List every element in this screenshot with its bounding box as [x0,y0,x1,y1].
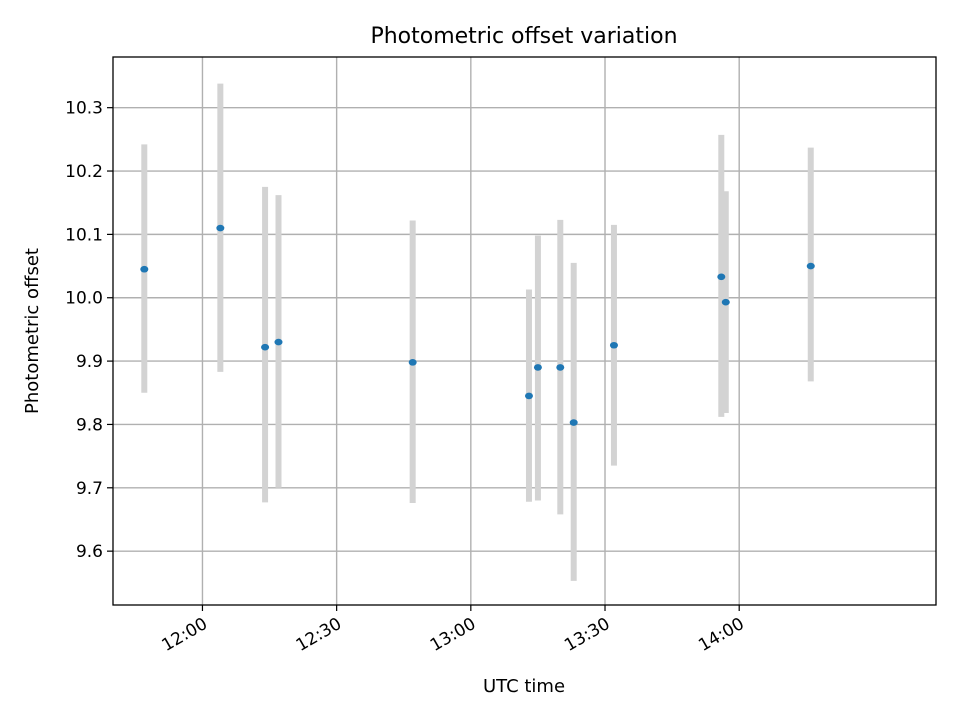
data-point [408,359,417,366]
x-tick-label: 14:00 [695,614,747,656]
x-tick-label: 12:30 [293,614,345,656]
data-point [216,224,225,232]
y-tick-label: 9.7 [76,479,103,499]
x-tick-label: 13:00 [427,614,479,656]
data-point [274,338,283,346]
data-point [533,364,542,371]
data-point [556,364,565,371]
y-tick-label: 10.3 [65,99,103,119]
y-axis-label: Photometric offset [22,248,43,414]
axis-ticks: 12:00 12:30 13:00 13:30 14:00 9.6 9.7 9.8 9.9 10.… [65,99,748,656]
x-tick-label: 12:00 [159,614,211,656]
data-point [806,262,815,270]
y-tick-label: 9.8 [76,415,103,435]
data-points [140,224,815,426]
x-axis-label: UTC time [483,676,565,697]
data-point [524,392,533,400]
data-point [261,343,270,351]
y-tick-label: 10.0 [65,289,103,309]
y-tick-label: 10.1 [65,225,103,245]
chart-title: Photometric offset variation [370,24,677,49]
y-tick-label: 9.6 [76,542,103,562]
grid [113,57,936,605]
data-point [721,298,730,306]
y-tick-label: 9.9 [76,352,103,372]
data-point [609,341,618,349]
data-point [569,419,578,426]
data-point [717,273,726,281]
y-tick-label: 10.2 [65,162,103,182]
data-point [140,265,149,273]
error-bars [141,83,814,581]
x-tick-label: 13:30 [561,614,613,656]
plot-frame [112,56,937,606]
